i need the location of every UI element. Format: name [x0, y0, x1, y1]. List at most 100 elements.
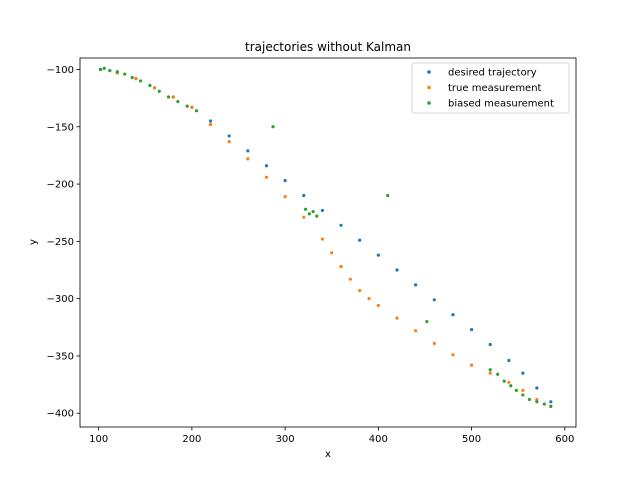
data-point [507, 358, 511, 363]
data-point [315, 214, 319, 218]
data-point [496, 372, 500, 376]
data-point [264, 175, 269, 179]
y-tick-label: −150 [47, 122, 74, 133]
data-point [171, 95, 175, 99]
data-point [98, 67, 103, 72]
data-point [432, 341, 436, 345]
series-2 [98, 66, 553, 408]
data-point [535, 386, 539, 390]
data-point [521, 371, 525, 375]
data-point [376, 303, 380, 308]
data-point [469, 363, 474, 367]
data-point [376, 253, 380, 257]
data-point [271, 125, 275, 129]
y-tick-label: −200 [47, 180, 74, 191]
data-point [348, 277, 352, 281]
data-point [227, 140, 231, 144]
data-point [339, 264, 343, 269]
data-point [264, 164, 269, 168]
data-point [102, 66, 106, 70]
legend-marker [427, 101, 431, 105]
data-point [194, 109, 199, 113]
y-tick-label: −400 [47, 409, 74, 420]
data-point [320, 237, 325, 241]
data-point [246, 149, 250, 153]
x-axis: 100 200 300 400 500 600 [89, 427, 574, 445]
data-point [320, 208, 325, 213]
y-tick-label: −350 [47, 351, 74, 362]
data-point [414, 283, 418, 287]
data-point [227, 134, 231, 138]
data-point [148, 83, 152, 88]
data-point [488, 371, 492, 375]
data-point [311, 209, 315, 214]
data-point [549, 400, 553, 404]
data-point [304, 207, 308, 211]
data-point [542, 402, 546, 406]
data-point [488, 368, 492, 372]
data-point [414, 329, 418, 333]
chart-title: trajectories without Kalman [245, 40, 411, 54]
data-point [123, 72, 127, 76]
data-point [451, 353, 455, 357]
legend-marker [427, 70, 431, 74]
plot-frame [79, 57, 577, 428]
data-point [521, 393, 525, 397]
data-point [115, 70, 119, 74]
data-point [302, 193, 306, 198]
data-point [367, 297, 371, 301]
y-tick-label: −300 [47, 294, 74, 305]
x-tick-label: 200 [182, 434, 201, 445]
data-point [358, 238, 362, 242]
data-point [527, 397, 531, 402]
data-point [507, 380, 511, 384]
data-point [395, 316, 399, 320]
data-point [521, 388, 525, 392]
legend: desired trajectory true measurement biased… [411, 62, 570, 114]
data-point [395, 268, 399, 272]
y-tick-label: −100 [47, 65, 74, 76]
data-point [514, 388, 518, 392]
data-point [208, 119, 213, 123]
plot-area [98, 66, 553, 408]
data-point [130, 75, 134, 80]
y-axis-label: y [28, 239, 39, 245]
legend-entry: true measurement [448, 83, 542, 94]
data-point [535, 400, 539, 404]
data-point [134, 77, 138, 81]
data-point [509, 384, 513, 388]
x-tick-label: 400 [369, 434, 388, 445]
data-point [302, 215, 306, 219]
data-point [425, 319, 429, 324]
data-point [246, 157, 250, 161]
x-tick-label: 500 [462, 434, 481, 445]
data-point [157, 89, 161, 93]
legend-entry: desired trajectory [448, 68, 537, 79]
x-tick-label: 100 [89, 434, 108, 445]
data-point [185, 104, 189, 108]
data-point [502, 379, 506, 383]
data-point [283, 195, 287, 199]
data-point [190, 105, 194, 109]
x-axis-label: x [325, 449, 331, 460]
data-point [152, 86, 157, 90]
data-point [139, 79, 143, 83]
x-tick-label: 300 [276, 434, 295, 445]
data-point [488, 342, 492, 347]
data-point [307, 212, 311, 216]
data-point [283, 179, 287, 183]
data-point [535, 397, 539, 402]
data-point [339, 223, 343, 227]
data-point [358, 289, 362, 293]
x-tick-label: 600 [555, 434, 574, 445]
data-point [176, 99, 180, 104]
data-point [386, 193, 390, 198]
legend-entry: biased measurement [448, 99, 554, 110]
data-point [166, 95, 171, 99]
y-tick-label: −250 [47, 237, 74, 248]
data-point [208, 122, 213, 127]
data-point [108, 69, 112, 73]
legend-marker [427, 85, 431, 90]
legend-box [411, 62, 570, 114]
